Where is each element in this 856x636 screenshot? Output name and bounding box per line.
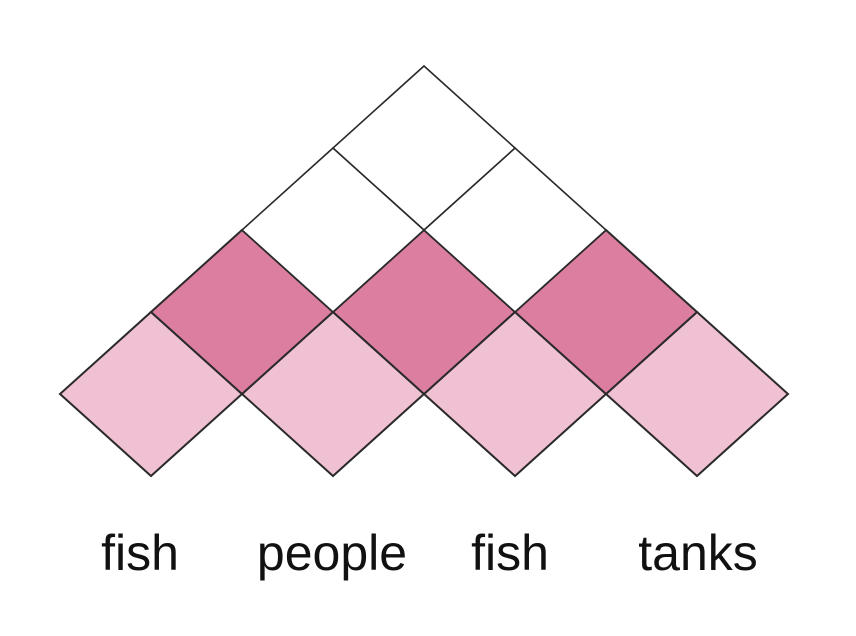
word-people: people xyxy=(256,525,408,581)
chart-cell-level4-1 xyxy=(331,64,517,232)
word-fish-1: fish xyxy=(101,525,179,581)
word-fish-2: fish xyxy=(471,525,549,581)
chart-cells xyxy=(58,64,790,478)
word-tanks: tanks xyxy=(638,525,758,581)
